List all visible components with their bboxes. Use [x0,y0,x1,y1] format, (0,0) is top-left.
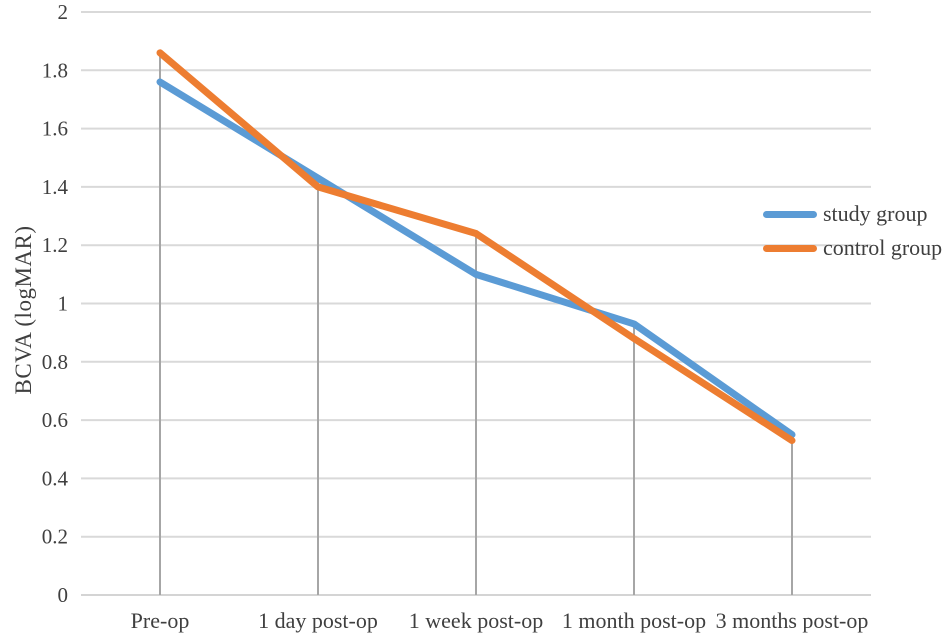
legend-label-control-group: control group [823,235,943,260]
y-tick-label: 2 [58,0,69,24]
legend-item-control-group: control group [763,231,942,265]
y-tick-label: 1.2 [42,233,68,257]
x-category-label: 3 months post-op [716,608,869,633]
y-tick-label: 1 [58,292,69,316]
chart-legend: study group control group [763,197,942,265]
study-group-line-icon [763,210,817,218]
x-category-label: 1 month post-op [562,608,706,633]
y-axis-title: BCVA (logMAR) [11,225,36,395]
x-category-label: Pre-op [131,608,190,633]
y-tick-label: 0 [58,583,69,607]
y-tick-label: 0.8 [42,350,68,374]
y-tick-label: 1.4 [42,175,69,199]
y-tick-label: 0.2 [42,525,68,549]
legend-item-study-group: study group [763,197,942,231]
y-tick-label: 1.6 [42,117,68,141]
series-line-control-group [156,49,796,445]
y-tick-label: 0.4 [42,466,69,490]
x-category-label: 1 day post-op [258,608,378,633]
legend-label-study-group: study group [823,201,928,226]
y-tick-label: 1.8 [42,58,68,82]
x-category-label: 1 week post-op [409,608,543,633]
y-tick-label: 0.6 [42,408,68,432]
control-group-line-icon [763,244,817,252]
